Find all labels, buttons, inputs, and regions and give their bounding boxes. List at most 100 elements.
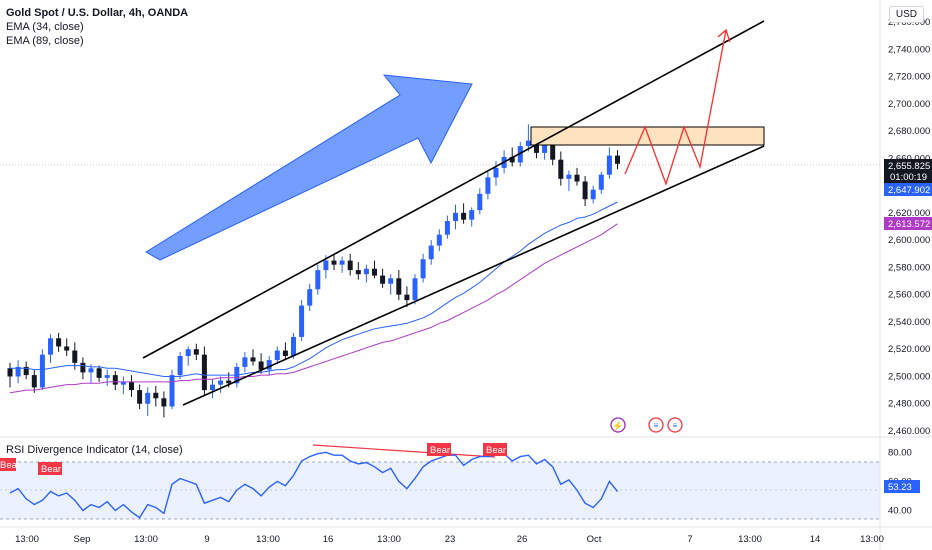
- candle-body: [161, 398, 167, 407]
- us-flag-event-icon[interactable]: [667, 417, 683, 433]
- ema89-line: [9, 223, 618, 394]
- candle-body: [388, 278, 394, 284]
- candle-body: [598, 174, 604, 190]
- ema34-legend[interactable]: EMA (34, close): [6, 21, 84, 33]
- price-tick-label: 2,580.000: [888, 262, 930, 273]
- rsi-legend[interactable]: RSI Divergence Indicator (14, close): [6, 444, 183, 456]
- candle-body: [558, 159, 564, 179]
- candle-body: [404, 294, 410, 301]
- candle-body: [461, 212, 467, 220]
- candle-body: [56, 338, 62, 347]
- price-axis[interactable]: 2,760.0002,740.0002,720.0002,700.0002,68…: [888, 17, 930, 437]
- candle-body: [96, 368, 102, 378]
- bear-label-text: Bear: [486, 445, 506, 456]
- candle-body: [363, 268, 369, 275]
- candle-body: [153, 392, 159, 399]
- symbol-title[interactable]: Gold Spot / U.S. Dollar, 4h, OANDA: [6, 7, 189, 19]
- bear-label: [427, 443, 451, 456]
- channel-lower-line: [182, 145, 765, 406]
- candle-body: [590, 189, 596, 200]
- candle-body: [615, 155, 620, 164]
- ema34-badge: [884, 183, 932, 196]
- price-tick-label: 2,560.000: [888, 290, 930, 301]
- time-tick-label: 16: [323, 534, 334, 545]
- rsi-tick-label: 80.00: [888, 447, 912, 458]
- bear-label-text: Bear: [430, 445, 450, 456]
- candle-body: [291, 336, 296, 357]
- candle-body: [72, 350, 78, 363]
- candle-body: [80, 362, 86, 373]
- us-flag-glyph: ≡: [673, 421, 678, 430]
- time-tick-label: 13:00: [377, 534, 401, 545]
- time-axis[interactable]: 13:00 Sep 13:00 9 13:00 16 13:00 23 26 Oct 7 13:00 1…: [15, 534, 884, 545]
- candle-body: [517, 146, 523, 163]
- candle-body: [226, 380, 232, 384]
- us-flag-event-icon[interactable]: [648, 417, 664, 433]
- candle-body: [210, 384, 215, 391]
- time-tick-label: Oct: [587, 534, 602, 545]
- rsi-value-badge: [884, 480, 920, 493]
- ema-layer: [9, 201, 618, 394]
- time-tick-label: 23: [445, 534, 456, 545]
- candle-body: [177, 356, 183, 376]
- price-tick-label: 2,600.000: [888, 235, 930, 246]
- ema89-legend[interactable]: EMA (89, close): [6, 35, 84, 47]
- candle-body: [534, 140, 539, 153]
- candle-body: [193, 349, 199, 355]
- candle-body: [39, 354, 45, 388]
- ema34-line: [10, 201, 618, 377]
- event-markers[interactable]: ⚡ ≡ ≡: [610, 417, 683, 433]
- us-flag-glyph: ≡: [654, 421, 659, 430]
- currency-button[interactable]: USD: [888, 6, 924, 23]
- lightning-event-icon[interactable]: [610, 417, 626, 433]
- ema34-badge-text: 2,647.902: [888, 185, 930, 196]
- candle-body: [15, 366, 21, 377]
- bear-label: [0, 458, 16, 471]
- candle-body: [307, 289, 313, 306]
- candle-body: [566, 174, 572, 179]
- candle-body: [48, 338, 53, 355]
- rsi-divergence-lines: [312, 444, 496, 458]
- candle-body: [493, 167, 499, 178]
- time-tick-label: 7: [687, 534, 692, 545]
- candle-body: [274, 350, 280, 361]
- time-tick-label: 13:00: [134, 534, 158, 545]
- candle-body: [185, 349, 191, 357]
- candle-body: [88, 368, 94, 373]
- candle-body: [469, 210, 475, 220]
- chart-legend: Gold Spot / U.S. Dollar, 4h, OANDA EMA (…: [6, 6, 188, 48]
- time-tick-label: 9: [204, 534, 209, 545]
- price-tick-label: 2,700.000: [888, 99, 930, 110]
- candle-body: [112, 375, 118, 385]
- resistance-zone: [530, 126, 765, 146]
- time-tick-label: Sep: [74, 534, 91, 545]
- trend-arrow: [145, 74, 473, 261]
- candle-body: [436, 234, 442, 246]
- candle-body: [120, 381, 126, 385]
- candle-body: [582, 181, 588, 200]
- price-tick-label: 2,520.000: [888, 344, 930, 355]
- time-tick-label: 14: [810, 534, 821, 545]
- candle-body: [331, 260, 337, 265]
- candle-body: [31, 375, 37, 388]
- candle-body: [145, 392, 151, 404]
- price-tick-label: 2,720.000: [888, 72, 930, 83]
- projection-arrowhead: [717, 28, 731, 43]
- candle-body: [137, 390, 143, 404]
- candle-body: [453, 212, 458, 222]
- candle-body: [299, 305, 305, 337]
- candle-body: [315, 270, 321, 290]
- rsi-line: [9, 451, 619, 519]
- projection-path: [624, 29, 727, 187]
- bear-label: [38, 462, 62, 475]
- candle-body: [355, 270, 361, 275]
- candle-body: [129, 381, 134, 391]
- candle-body: [7, 368, 13, 377]
- candle-body: [550, 144, 556, 160]
- candle-body: [412, 278, 418, 301]
- price-tick-label: 2,740.000: [888, 44, 930, 55]
- candles-layer: [7, 124, 620, 418]
- time-tick-label: 13:00: [738, 534, 762, 545]
- candle-body: [218, 380, 224, 385]
